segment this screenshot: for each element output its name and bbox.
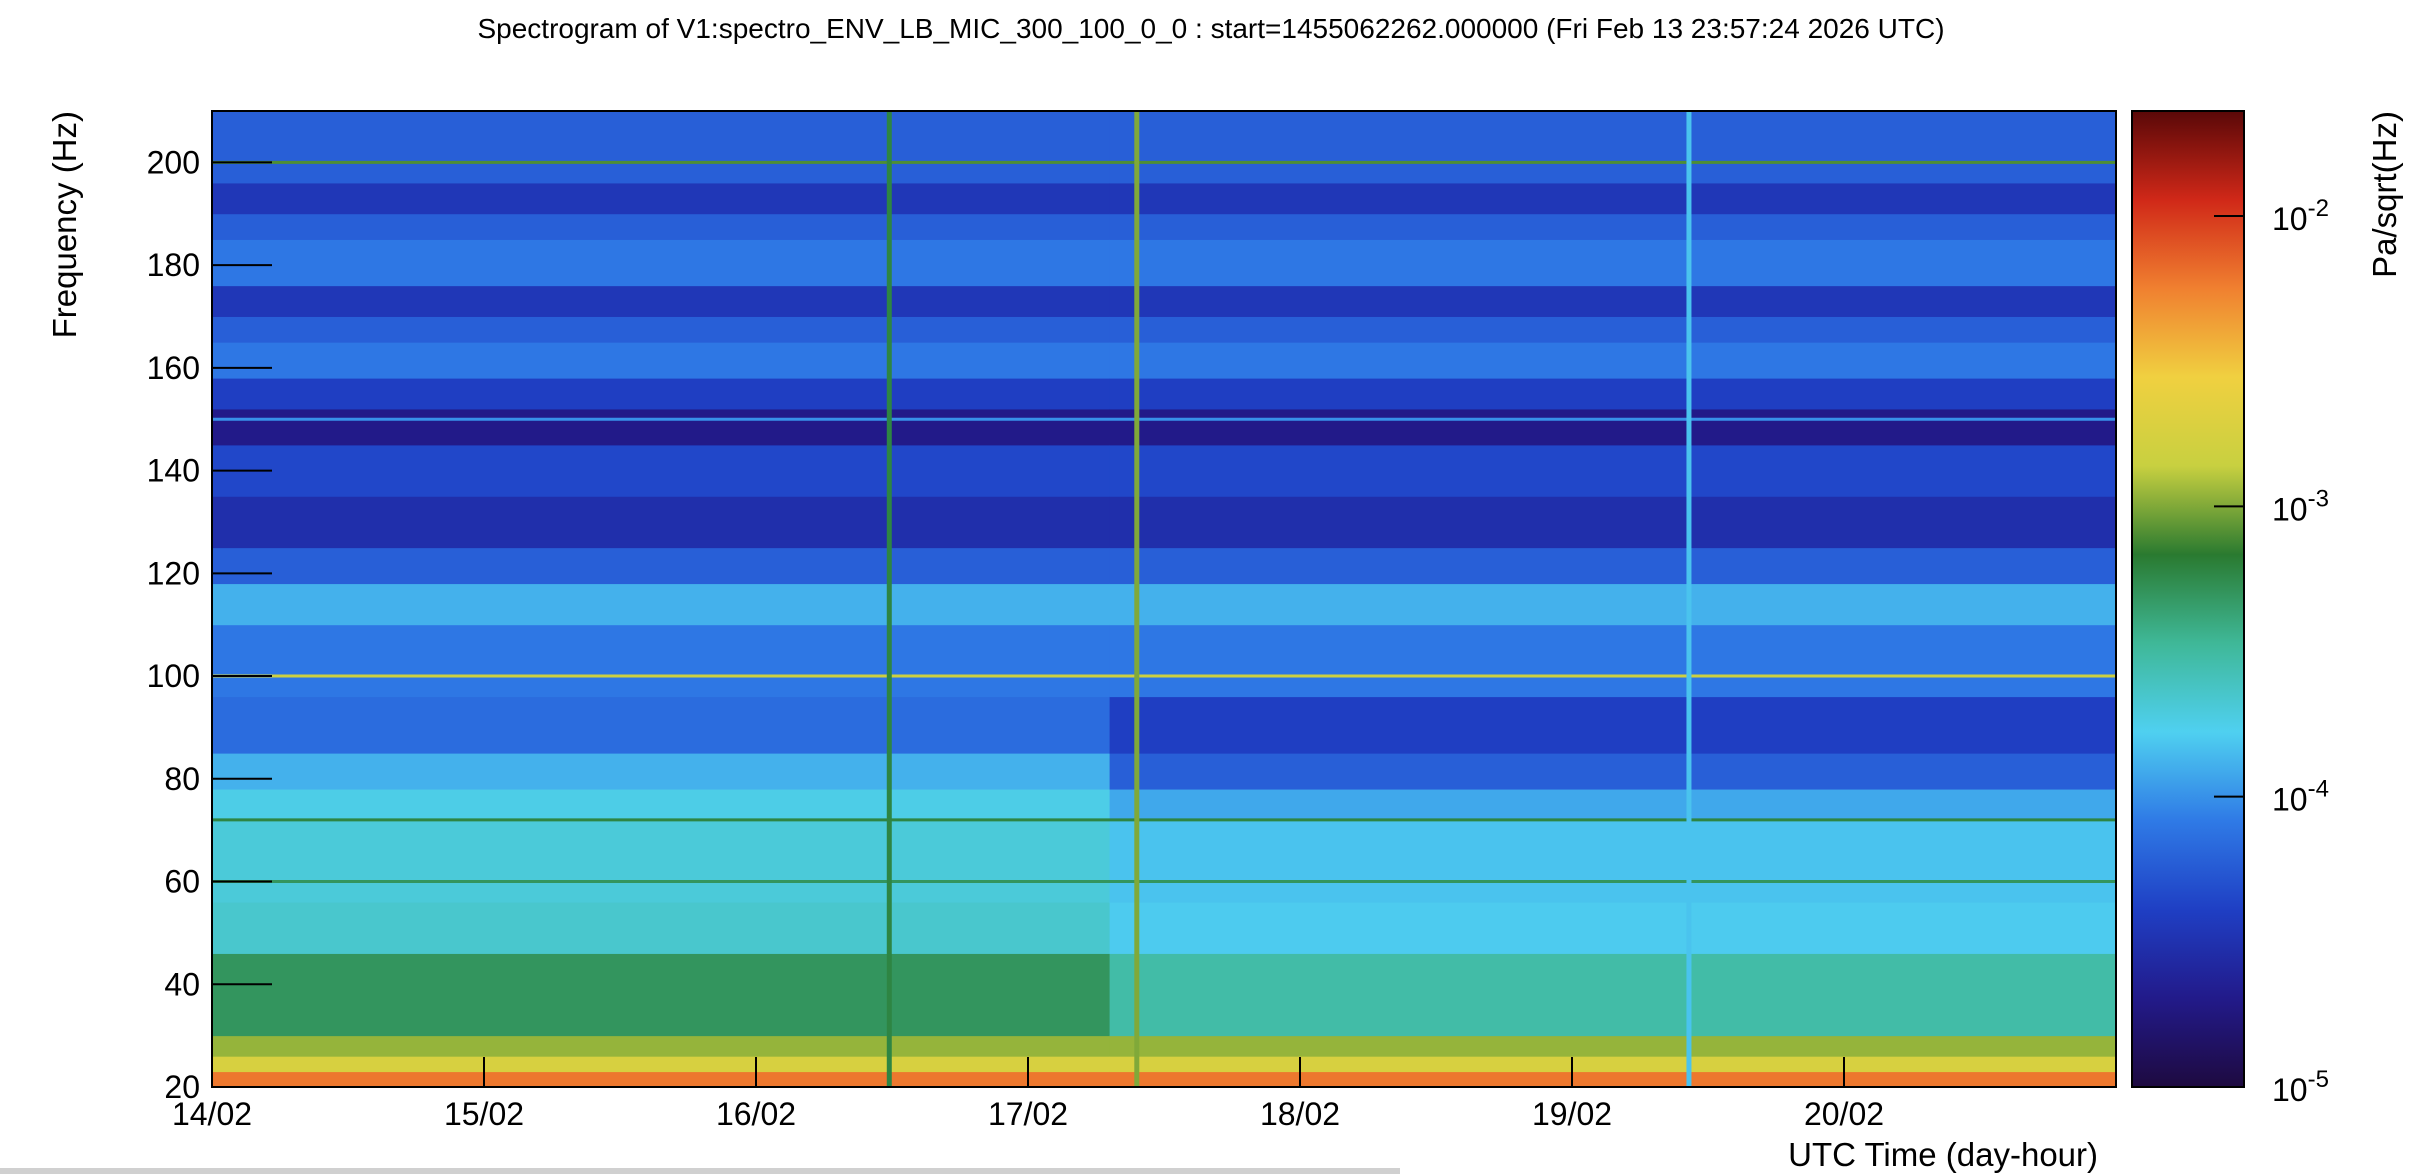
- heatmap-cell: [1109, 624, 2117, 698]
- heatmap-cell: [212, 902, 1111, 954]
- heatmap-cell: [212, 1071, 1111, 1088]
- heatmap-cell: [1109, 547, 2117, 585]
- heatmap-cell: [1109, 213, 2117, 240]
- heatmap-cell: [1109, 408, 2117, 446]
- colorbar-tick-base: 10: [2272, 782, 2308, 818]
- heatmap-cell: [1109, 953, 2117, 1037]
- heatmap-cell: [1109, 182, 2117, 215]
- heatmap-cell: [212, 753, 1111, 790]
- x-axis-label: UTC Time (day-hour): [1788, 1136, 2098, 1173]
- y-tick-label: 80: [164, 761, 200, 797]
- heatmap-cell: [212, 624, 1111, 698]
- heatmap-cell: [212, 182, 1111, 215]
- colorbar-tick-exponent: -5: [2308, 1066, 2329, 1093]
- heatmap-cell: [212, 1035, 1111, 1057]
- heatmap-cell: [212, 444, 1111, 497]
- heatmap-cell: [1109, 342, 2117, 379]
- y-tick-label: 200: [147, 144, 200, 180]
- heatmap-cell: [1109, 316, 2117, 343]
- heatmap-cell: [212, 408, 1111, 446]
- colorbar-label: Pa/sqrt(Hz): [2366, 111, 2403, 278]
- colorbar-tick-base: 10: [2272, 201, 2308, 237]
- heatmap-cell: [212, 819, 1111, 903]
- heatmap-cell: [1109, 285, 2117, 317]
- heatmap-cell: [212, 213, 1111, 240]
- colorbar-tick-base: 10: [2272, 1072, 2308, 1108]
- colorbar-tick-label: 10-5: [2272, 1066, 2329, 1108]
- x-tick-label: 14/02: [172, 1096, 252, 1132]
- heatmap-cell: [1109, 819, 2117, 903]
- heatmap-cell: [1109, 753, 2117, 790]
- heatmap-cell: [212, 342, 1111, 379]
- heatmap-cell: [1109, 378, 2117, 410]
- y-tick-label: 20: [164, 1069, 200, 1105]
- heatmap-cell: [1109, 902, 2117, 954]
- y-tick-label: 160: [147, 350, 200, 386]
- heatmap-cell: [212, 789, 1111, 821]
- heatmap-cell: [212, 696, 1111, 754]
- x-tick-label: 19/02: [1532, 1096, 1612, 1132]
- heatmap-cell: [1109, 496, 2117, 549]
- colorbar-tick-base: 10: [2272, 491, 2308, 527]
- heatmap-cell: [212, 1056, 1111, 1073]
- y-tick-label: 40: [164, 966, 200, 1002]
- heatmap-cell: [212, 285, 1111, 317]
- heatmap-cell: [212, 583, 1111, 626]
- heatmap-cell: [1109, 1071, 2117, 1088]
- y-tick-label: 120: [147, 555, 200, 591]
- colorbar-tick-exponent: -3: [2308, 485, 2329, 512]
- plot-frame: [211, 110, 2117, 1088]
- heatmap-cell: [212, 239, 1111, 287]
- colorbar: [2131, 110, 2245, 1088]
- heatmap-cell: [1109, 111, 2117, 184]
- y-tick-label: 100: [147, 658, 200, 694]
- colorbar-tick-exponent: -4: [2308, 776, 2329, 803]
- y-tick-label: 180: [147, 247, 200, 283]
- heatmap-cell: [212, 496, 1111, 549]
- y-tick-label: 140: [147, 453, 200, 489]
- y-axis-label: Frequency (Hz): [46, 111, 83, 338]
- x-tick-label: 18/02: [1260, 1096, 1340, 1132]
- heatmap-cell: [1109, 239, 2117, 287]
- x-tick-label: 15/02: [444, 1096, 524, 1132]
- heatmap-cell: [212, 378, 1111, 410]
- colorbar-tick-label: 10-4: [2272, 776, 2329, 818]
- heatmap-cell: [1109, 1035, 2117, 1057]
- heatmap-cell: [1109, 583, 2117, 626]
- heatmap-cell: [212, 547, 1111, 585]
- heatmap-cell: [1109, 444, 2117, 497]
- x-tick-label: 17/02: [988, 1096, 1068, 1132]
- colorbar-tick-label: 10-2: [2272, 195, 2329, 237]
- y-tick-label: 60: [164, 864, 200, 900]
- heatmap-cell: [212, 953, 1111, 1037]
- chart-title: Spectrogram of V1:spectro_ENV_LB_MIC_300…: [477, 13, 1944, 44]
- heatmap-cell: [1109, 1056, 2117, 1073]
- heatmap-cell: [212, 111, 1111, 184]
- heatmap-cell: [212, 316, 1111, 343]
- x-tick-label: 16/02: [716, 1096, 796, 1132]
- heatmap-cell: [1109, 789, 2117, 821]
- colorbar-tick-label: 10-3: [2272, 485, 2329, 527]
- x-tick-label: 20/02: [1804, 1096, 1884, 1132]
- heatmap-cell: [1109, 696, 2117, 754]
- colorbar-tick-exponent: -2: [2308, 195, 2329, 222]
- scrollbar[interactable]: [0, 1168, 1400, 1174]
